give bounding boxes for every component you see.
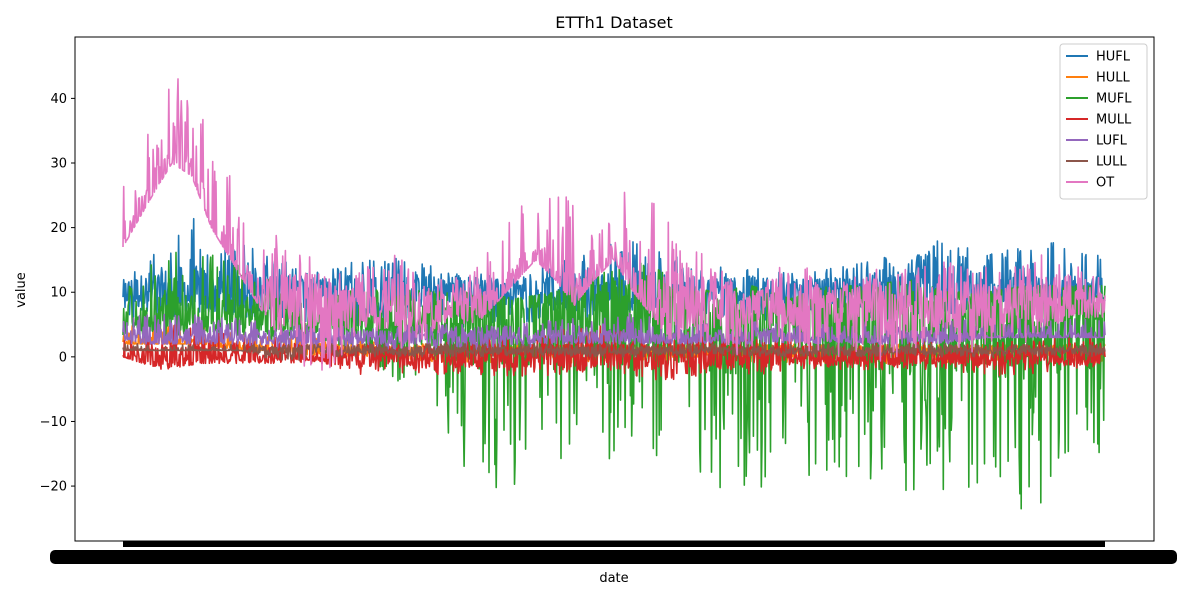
series-line-lufl [122, 312, 1106, 351]
legend-label: MULL [1096, 113, 1132, 128]
legend-label: HULL [1096, 71, 1131, 86]
y-tick-label: −10 [40, 415, 67, 430]
x-tick-mark-band [123, 541, 1105, 547]
series-line-mufl [122, 251, 1106, 510]
series-line-lull [122, 343, 1106, 361]
legend-label: HUFL [1096, 50, 1131, 65]
plot-lines [122, 78, 1106, 510]
legend-label: MUFL [1096, 92, 1132, 107]
y-tick-label: 10 [50, 286, 67, 301]
legend-label: OT [1096, 176, 1114, 191]
legend: HUFL HULL MUFL MULL LUFL LULL OT [1059, 43, 1148, 200]
chart-title: ETTh1 Dataset [555, 13, 672, 32]
y-tick-label: 0 [59, 350, 67, 365]
y-tick-label: 20 [50, 221, 67, 236]
x-axis-label: date [599, 571, 628, 586]
legend-label: LULL [1096, 155, 1127, 170]
x-tick-label-band [50, 550, 1177, 564]
y-axis-ticks: −20 −10 0 10 20 30 40 [40, 92, 75, 495]
y-tick-label: −20 [40, 480, 67, 495]
legend-label: LUFL [1096, 134, 1128, 149]
y-tick-label: 40 [50, 92, 67, 107]
y-tick-label: 30 [50, 157, 67, 172]
y-axis-label: value [14, 272, 29, 308]
x-axis-tick-band [50, 541, 1177, 564]
series-line-ot [122, 78, 1106, 371]
